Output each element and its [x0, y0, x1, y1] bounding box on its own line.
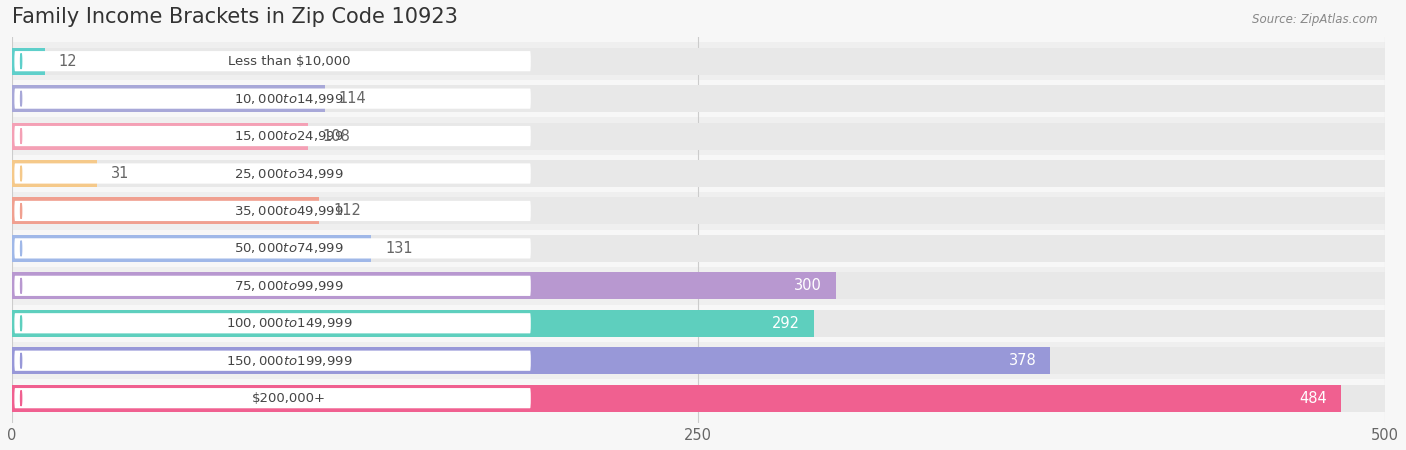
Bar	[11, 310, 814, 337]
Bar	[11, 48, 1385, 75]
Bar	[11, 122, 1385, 149]
Bar	[11, 305, 1385, 342]
FancyBboxPatch shape	[14, 126, 531, 146]
FancyBboxPatch shape	[14, 238, 531, 258]
Bar	[11, 198, 1385, 225]
Bar	[11, 267, 1385, 305]
Bar	[11, 272, 1385, 299]
Bar	[11, 85, 1385, 112]
Text: $25,000 to $34,999: $25,000 to $34,999	[235, 166, 344, 180]
Bar	[11, 347, 1050, 374]
FancyBboxPatch shape	[14, 51, 531, 71]
FancyBboxPatch shape	[14, 201, 531, 221]
Text: 112: 112	[333, 203, 361, 218]
Text: $50,000 to $74,999: $50,000 to $74,999	[235, 241, 344, 256]
Bar	[11, 347, 1385, 374]
Text: 378: 378	[1008, 353, 1036, 368]
Text: $100,000 to $149,999: $100,000 to $149,999	[226, 316, 353, 330]
FancyBboxPatch shape	[14, 89, 531, 109]
FancyBboxPatch shape	[14, 351, 531, 371]
Text: 131: 131	[385, 241, 413, 256]
Text: 300: 300	[794, 279, 823, 293]
Bar	[11, 385, 1341, 412]
Text: $15,000 to $24,999: $15,000 to $24,999	[235, 129, 344, 143]
Text: Less than $10,000: Less than $10,000	[228, 54, 350, 68]
Text: 292: 292	[772, 316, 800, 331]
Text: Source: ZipAtlas.com: Source: ZipAtlas.com	[1253, 14, 1378, 27]
Bar	[11, 385, 1385, 412]
Text: $35,000 to $49,999: $35,000 to $49,999	[235, 204, 344, 218]
FancyBboxPatch shape	[14, 388, 531, 408]
Bar	[11, 48, 45, 75]
Text: 108: 108	[322, 129, 350, 144]
Text: $10,000 to $14,999: $10,000 to $14,999	[235, 92, 344, 106]
Bar	[11, 192, 1385, 230]
Text: 31: 31	[111, 166, 129, 181]
FancyBboxPatch shape	[14, 313, 531, 333]
Bar	[11, 235, 1385, 262]
Bar	[11, 155, 1385, 192]
Text: $150,000 to $199,999: $150,000 to $199,999	[226, 354, 353, 368]
Bar	[11, 85, 325, 112]
Bar	[11, 310, 1385, 337]
Bar	[11, 117, 1385, 155]
Bar	[11, 42, 1385, 80]
Bar	[11, 230, 1385, 267]
Bar	[11, 160, 1385, 187]
Bar	[11, 235, 371, 262]
Bar	[11, 122, 308, 149]
Bar	[11, 160, 97, 187]
Bar	[11, 272, 835, 299]
Text: $75,000 to $99,999: $75,000 to $99,999	[235, 279, 344, 293]
Text: Family Income Brackets in Zip Code 10923: Family Income Brackets in Zip Code 10923	[11, 7, 457, 27]
FancyBboxPatch shape	[14, 163, 531, 184]
Text: 12: 12	[58, 54, 77, 69]
FancyBboxPatch shape	[14, 276, 531, 296]
Text: 484: 484	[1299, 391, 1327, 405]
Text: 114: 114	[339, 91, 366, 106]
Bar	[11, 379, 1385, 417]
Bar	[11, 198, 319, 225]
Text: $200,000+: $200,000+	[252, 392, 326, 405]
Bar	[11, 80, 1385, 117]
Bar	[11, 342, 1385, 379]
